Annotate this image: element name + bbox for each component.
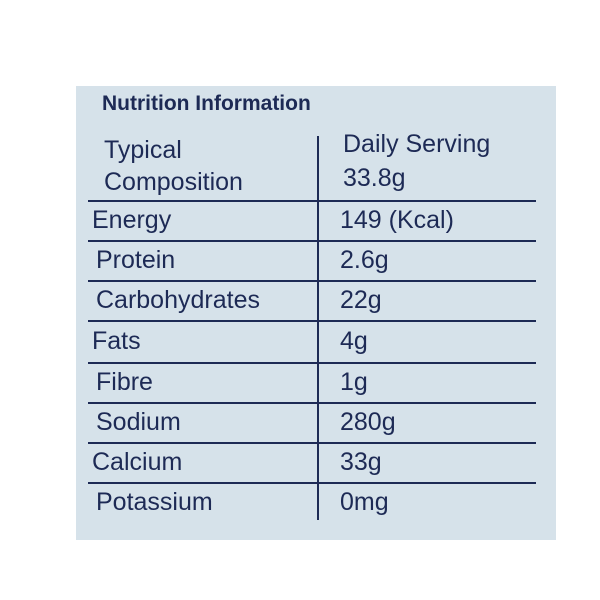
- nutrient-value: 33g: [340, 448, 382, 476]
- nutrient-value: 1g: [340, 368, 368, 396]
- nutrient-name: Energy: [92, 206, 172, 234]
- nutrient-name: Calcium: [92, 448, 183, 476]
- nutrient-value: 280g: [340, 408, 396, 436]
- nutrient-name: Fats: [92, 327, 141, 355]
- row-divider: [88, 280, 536, 282]
- nutrient-name: Fibre: [96, 368, 153, 396]
- row-divider: [88, 240, 536, 242]
- row-divider: [88, 320, 536, 322]
- header-left: Composition: [104, 168, 243, 196]
- label-panel: [76, 86, 556, 540]
- row-divider: [88, 362, 536, 364]
- nutrient-name: Protein: [96, 246, 176, 274]
- row-divider: [88, 442, 536, 444]
- nutrient-value: 22g: [340, 286, 382, 314]
- nutrient-value: 149 (Kcal): [340, 206, 454, 234]
- row-divider: [88, 482, 536, 484]
- row-divider: [88, 200, 536, 202]
- header-right: Daily Serving: [343, 130, 491, 158]
- row-divider: [88, 402, 536, 404]
- nutrient-name: Carbohydrates: [96, 286, 260, 314]
- nutrient-value: 4g: [340, 327, 368, 355]
- header-left: Typical: [104, 136, 182, 164]
- header-right: 33.8g: [343, 164, 406, 192]
- title: Nutrition Information: [102, 92, 311, 115]
- nutrient-value: 2.6g: [340, 246, 389, 274]
- column-divider: [317, 136, 319, 520]
- nutrient-name: Potassium: [96, 488, 213, 516]
- nutrient-value: 0mg: [340, 488, 389, 516]
- nutrient-name: Sodium: [96, 408, 181, 436]
